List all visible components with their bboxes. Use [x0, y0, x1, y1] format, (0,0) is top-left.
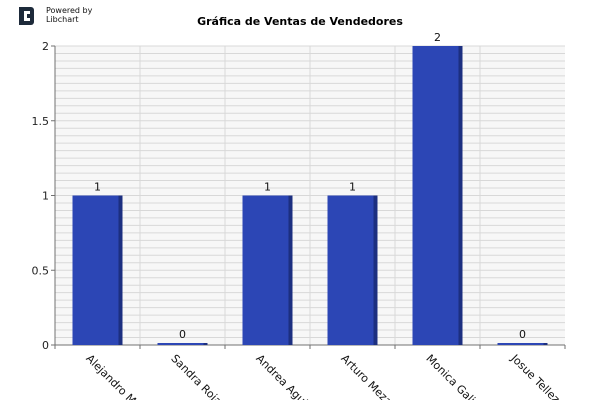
y-tick-label: 0.5	[32, 264, 50, 277]
bar-3	[242, 195, 293, 345]
data-label-5: 2	[434, 31, 441, 44]
bar-shadow-4	[373, 195, 378, 345]
y-tick-label: 0	[42, 339, 49, 352]
bar-2	[157, 343, 208, 345]
bar-4	[327, 195, 378, 345]
x-tick-label-6: Josue Tellez	[508, 351, 563, 400]
y-tick-label: 2	[42, 40, 49, 53]
bar-layer	[72, 46, 548, 345]
grid-layer	[55, 45, 565, 346]
x-tick-label-1: Alejandro Martínez	[83, 352, 165, 400]
data-label-1: 1	[94, 181, 101, 194]
axis-layer	[51, 45, 566, 349]
y-tick-label: 1	[42, 190, 49, 203]
chart-title: Gráfica de Ventas de Vendedores	[197, 15, 403, 28]
y-tick-label: 1.5	[32, 115, 50, 128]
bar-5	[412, 46, 463, 345]
bar-shadow-2	[203, 343, 208, 345]
x-tick-label-5: Monica Galindo	[423, 352, 492, 400]
x-tick-label-4: Arturo Meza	[338, 352, 394, 400]
data-label-3: 1	[264, 181, 271, 194]
bar-1	[72, 195, 123, 345]
x-tick-label-3: Andrea Aguilar	[253, 352, 320, 400]
data-label-2: 0	[179, 328, 186, 341]
libchart-name: Libchart	[46, 15, 79, 24]
data-label-4: 1	[349, 181, 356, 194]
libchart-logo: Powered by Libchart	[16, 5, 96, 27]
bar-shadow-3	[288, 195, 293, 345]
x-tick-label-2: Sandra Rojas	[168, 352, 228, 400]
bar-shadow-5	[458, 46, 463, 345]
powered-by-text: Powered by Libchart	[46, 6, 92, 24]
bar-shadow-6	[543, 343, 548, 345]
data-label-6: 0	[519, 328, 526, 341]
bar-shadow-1	[118, 195, 123, 345]
libchart-logo-icon	[19, 7, 34, 25]
powered-by-line: Powered by	[46, 6, 93, 15]
bar-6	[497, 343, 548, 345]
